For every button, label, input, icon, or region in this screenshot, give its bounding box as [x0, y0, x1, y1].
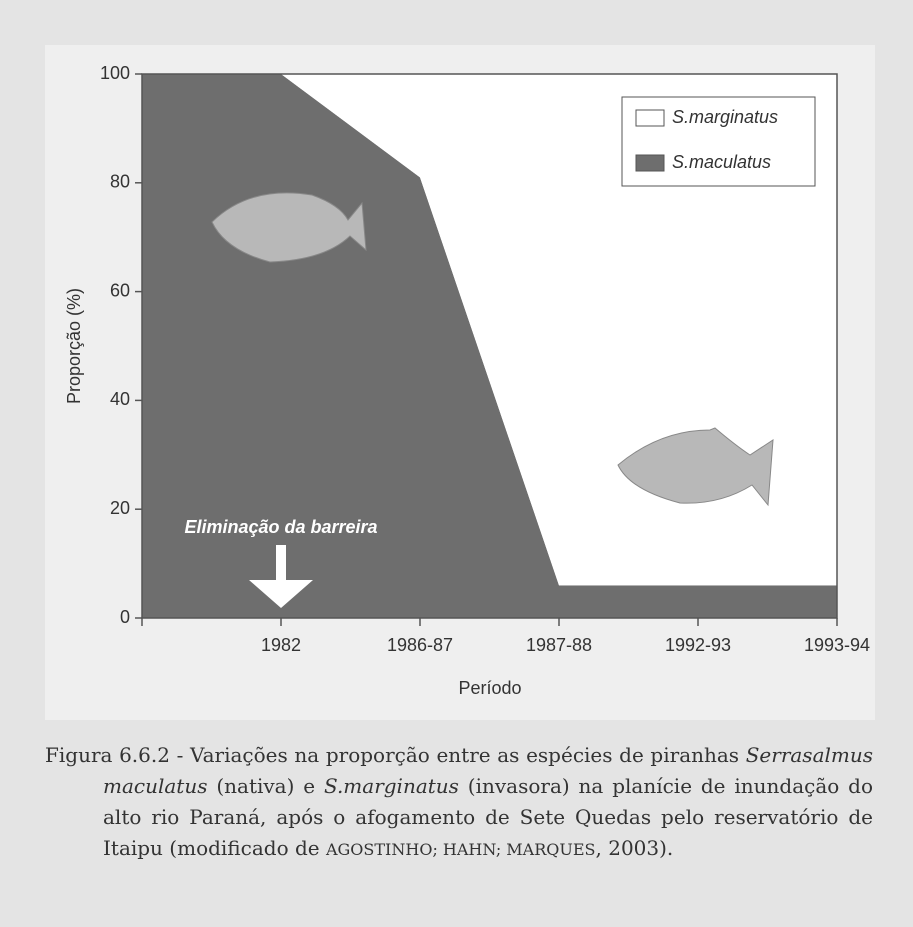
x-tick-label: 1986-87 [387, 635, 453, 655]
figure-caption: Figura 6.6.2 - Variações na proporção en… [45, 740, 873, 865]
caption-part: Serrasalmus maculatus [103, 743, 873, 798]
annotation-text: Eliminação da barreira [184, 517, 377, 537]
plot-frame [141, 73, 838, 619]
y-tick-label: 100 [100, 63, 130, 83]
caption-part: S.marginatus [323, 774, 459, 798]
caption-part: , 2003). [595, 836, 674, 860]
annotation-arrow [249, 545, 313, 608]
x-tick-label: 1987-88 [526, 635, 592, 655]
caption-part: (invasora) na planície de inundação do a… [103, 774, 873, 860]
caption-part: Figura 6.6.2 - Variações na proporção en… [45, 743, 746, 767]
x-tick-label: 1982 [261, 635, 301, 655]
legend-label: S.maculatus [672, 152, 771, 172]
y-tick-label: 0 [120, 607, 130, 627]
x-axis-title: Período [458, 678, 521, 698]
legend-label: S.marginatus [672, 107, 778, 127]
chart: Período Proporção (%) 0 20 40 60 80 100 1982 19… [45, 45, 875, 720]
fish-icons [211, 192, 774, 507]
y-tick-label: 80 [110, 172, 130, 192]
y-tick-label: 60 [110, 280, 130, 300]
caption-part: AGOSTINHO; HAHN; MARQUES [325, 840, 596, 859]
x-tick-label: 1992-93 [665, 635, 731, 655]
y-tick-label: 40 [110, 389, 130, 409]
legend-swatch [635, 154, 665, 172]
fish-icon [617, 427, 774, 507]
y-tick-label: 20 [110, 498, 130, 518]
y-axis-title: Proporção (%) [64, 288, 84, 404]
legend-swatch [635, 109, 665, 127]
fish-icon [211, 192, 367, 263]
caption-part: (nativa) e [207, 774, 324, 798]
x-tick-label: 1993-94 [804, 635, 870, 655]
